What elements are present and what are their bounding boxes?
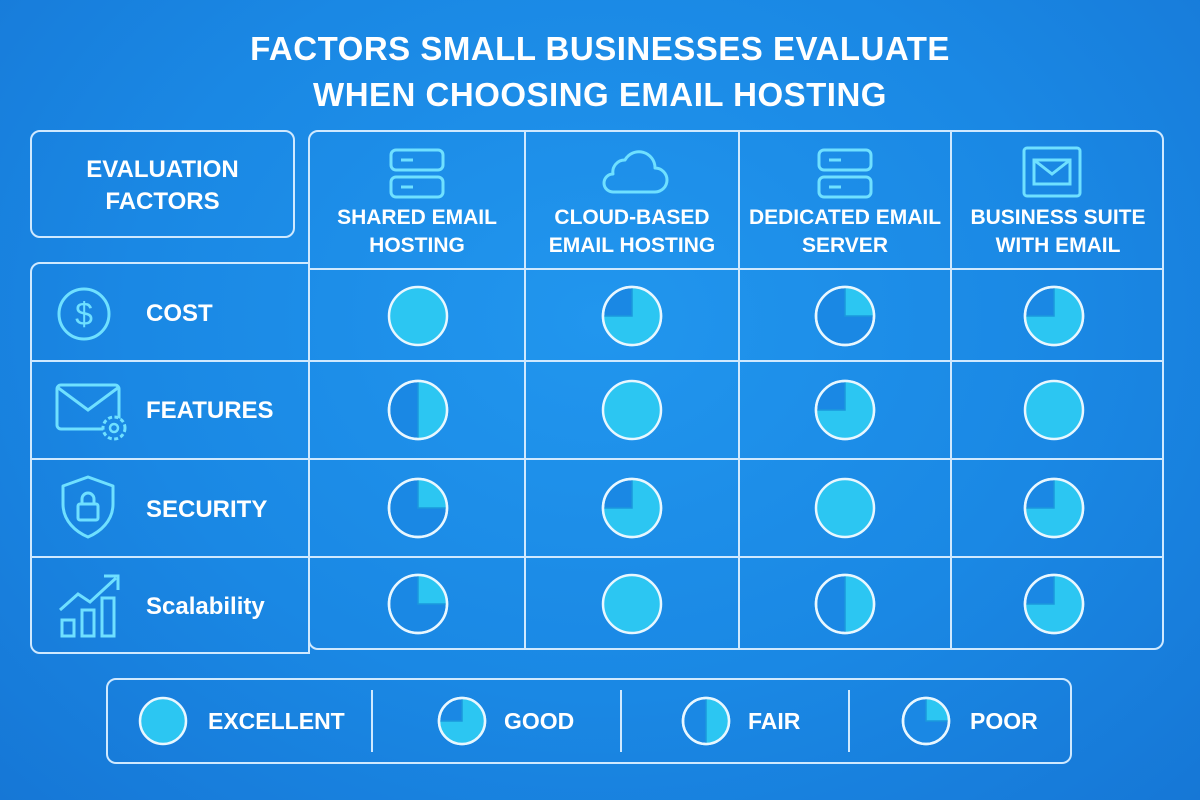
rating-excellent-icon <box>1023 379 1085 441</box>
column-header-suite: BUSINESS SUITE WITH EMAIL <box>952 204 1164 260</box>
rating-good-icon <box>1023 573 1085 635</box>
dollar-icon: $ <box>57 287 111 341</box>
rating-excellent-icon <box>601 379 663 441</box>
row-label-security: SECURITY <box>146 496 268 523</box>
server-icon <box>389 148 445 199</box>
shield-lock-icon <box>61 475 115 539</box>
legend-label-fair: FAIR <box>748 708 801 734</box>
factors-header-box <box>30 130 295 238</box>
rating-grid <box>308 130 1164 650</box>
column-divider <box>738 130 740 650</box>
factors-header-label: EVALUATION FACTORS <box>30 154 295 218</box>
envelope-gear-icon <box>55 383 127 441</box>
rating-good-icon <box>814 379 876 441</box>
rating-poor-icon <box>814 285 876 347</box>
legend-excellent-icon <box>138 696 188 746</box>
column-header-line-2: EMAIL HOSTING <box>548 234 716 257</box>
rating-excellent-icon <box>601 573 663 635</box>
envelope-icon <box>1022 146 1082 198</box>
server-icon <box>817 148 873 199</box>
column-header-line-1: BUSINESS SUITE <box>970 206 1146 229</box>
row-label-features: FEATURES <box>146 397 274 424</box>
column-divider <box>950 130 952 650</box>
rating-excellent-icon <box>814 477 876 539</box>
legend-label-poor: POOR <box>970 708 1038 734</box>
legend-divider <box>848 690 850 752</box>
row-divider <box>30 360 1164 362</box>
title-line-1: FACTORS SMALL BUSINESSES EVALUATE <box>250 30 950 67</box>
legend-poor-icon <box>901 696 951 746</box>
title-line-2: WHEN CHOOSING EMAIL HOSTING <box>313 76 887 113</box>
row-divider <box>30 458 1164 460</box>
rating-poor-icon <box>387 573 449 635</box>
legend-box <box>106 678 1072 764</box>
column-header-line-1: CLOUD-BASED <box>554 206 710 229</box>
column-header-line-1: SHARED EMAIL <box>337 206 497 229</box>
rating-fair-icon <box>814 573 876 635</box>
rating-good-icon <box>1023 285 1085 347</box>
legend-good-icon <box>437 696 487 746</box>
column-divider <box>524 130 526 650</box>
rating-excellent-icon <box>387 285 449 347</box>
rating-good-icon <box>601 285 663 347</box>
column-header-dedicated: DEDICATED EMAIL SERVER <box>740 204 950 260</box>
rating-fair-icon <box>387 379 449 441</box>
growth-chart-icon <box>59 574 120 638</box>
column-header-shared: SHARED EMAIL HOSTING <box>310 204 524 260</box>
factors-header-line-2: FACTORS <box>105 188 220 215</box>
column-header-cloud: CLOUD-BASED EMAIL HOSTING <box>526 204 738 260</box>
svg-text:$: $ <box>75 296 93 332</box>
legend-divider <box>371 690 373 752</box>
column-header-line-2: SERVER <box>802 234 888 257</box>
rating-poor-icon <box>387 477 449 539</box>
rating-good-icon <box>1023 477 1085 539</box>
column-header-line-2: HOSTING <box>369 234 465 257</box>
factors-header-line-1: EVALUATION <box>86 156 239 183</box>
cloud-icon <box>602 150 669 194</box>
legend-label-good: GOOD <box>504 708 575 734</box>
row-label-scalability: Scalability <box>146 593 265 620</box>
column-header-line-2: WITH EMAIL <box>995 234 1121 257</box>
row-divider <box>30 556 1164 558</box>
legend-label-excellent: EXCELLENT <box>208 708 345 734</box>
legend-divider <box>620 690 622 752</box>
column-header-line-1: DEDICATED EMAIL <box>748 206 942 229</box>
page-title: FACTORS SMALL BUSINESSES EVALUATE WHEN C… <box>0 26 1200 118</box>
row-divider <box>308 268 1164 270</box>
legend-fair-icon <box>681 696 731 746</box>
row-label-cost: COST <box>146 300 213 327</box>
rating-good-icon <box>601 477 663 539</box>
